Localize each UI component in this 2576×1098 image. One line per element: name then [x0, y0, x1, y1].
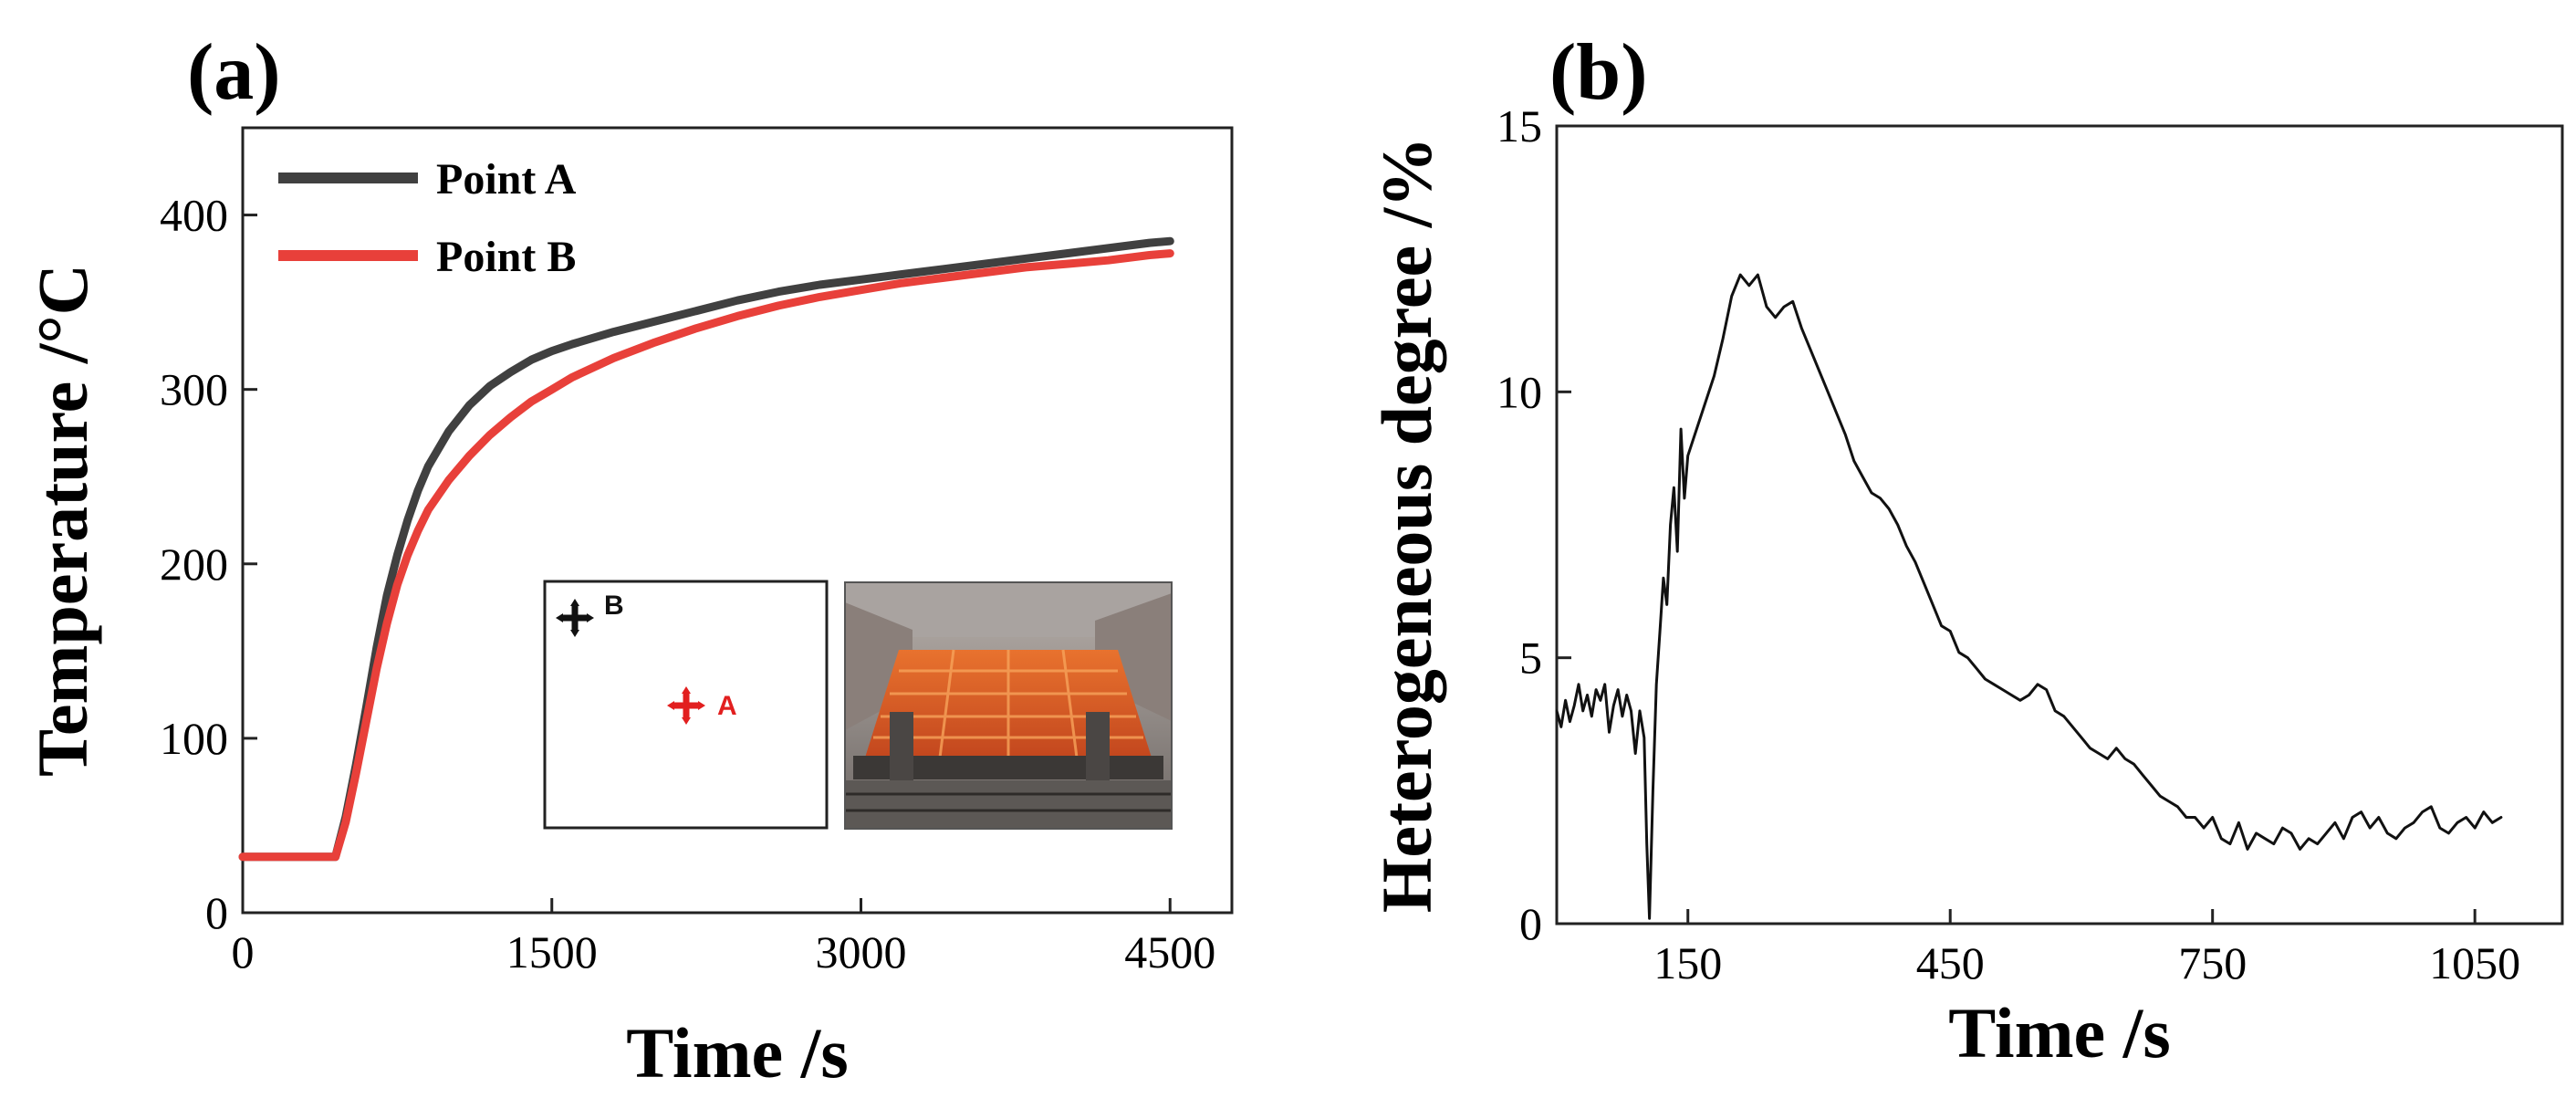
panel-b-y-tick-label: 10: [1497, 366, 1542, 417]
panel-a-y-tick-label: 100: [160, 713, 228, 764]
panel-b-y-tick-label: 0: [1519, 898, 1542, 949]
panel-b-series: [1555, 273, 2503, 920]
panel-b-heterogeneity-chart: (b) 150 450 750 1050 0 5 10 15 Time /s Heteroge…: [1367, 28, 2564, 1072]
panel-b-plot-frame: [1555, 124, 2564, 925]
photo-support-right: [1086, 712, 1110, 785]
panel-a-x-tick-label: 3000: [816, 926, 907, 978]
panel-b-x-axis-title: Time /s: [1948, 993, 2170, 1072]
panel-a-x-axis-title: Time /s: [626, 1013, 848, 1093]
photo-border: [844, 581, 1173, 830]
panel-a-legend: Point A Point B: [278, 155, 577, 281]
legend-label-point-b: Point B: [436, 233, 576, 281]
panel-b-label: (b): [1549, 28, 1648, 117]
panel-b-x-tick-label: 150: [1653, 937, 1722, 988]
panel-a-temperature-chart: (a) 0 1500 3000 4500 0 100 200 300 400 Point A P…: [23, 28, 1234, 1093]
panel-a-y-tick-label: 300: [160, 364, 228, 415]
panel-b-y-axis-title: Heterogeneous degree /%: [1367, 137, 1446, 914]
panel-a-plot-frame: [241, 126, 1234, 915]
panel-a-series-line-point-b: [238, 249, 1174, 862]
panel-b-series-line-0: [1555, 273, 2503, 920]
panel-b-y-tick-label: 15: [1497, 100, 1542, 152]
move-cross-icon: [674, 694, 698, 717]
panel-a-y-axis-title: Temperature /°C: [23, 264, 102, 777]
legend-label-point-a: Point A: [436, 155, 577, 204]
panel-a-y-tick-label: 200: [160, 539, 228, 590]
panel-a-label: (a): [187, 28, 281, 117]
panel-b-x-tick-label: 750: [2178, 937, 2247, 988]
panel-a-x-tick-label: 1500: [506, 926, 598, 978]
panel-b-y-tick-label: 5: [1519, 633, 1542, 684]
panel-a-y-tick-label: 0: [205, 887, 228, 938]
inset-furnace-photo: [844, 581, 1173, 830]
photo-support-left: [890, 712, 913, 785]
inset-marker-b: B: [556, 591, 624, 637]
photo-rail-lines: [845, 792, 1172, 812]
inset-schematic: B A: [543, 580, 829, 830]
panel-a-x-tick-label: 0: [232, 926, 255, 978]
panel-b-axes: 150 450 750 1050 0 5 10 15: [1497, 100, 2520, 988]
move-cross-icon: [563, 606, 587, 630]
panel-b-x-tick-label: 1050: [2429, 937, 2520, 988]
panel-a-axes: 0 1500 3000 4500 0 100 200 300 400: [160, 190, 1215, 978]
panel-a-series: [238, 236, 1174, 862]
inset-marker-b-label: B: [604, 591, 624, 621]
panel-a-y-tick-label: 400: [160, 190, 228, 241]
inset-marker-a: A: [667, 686, 737, 725]
panel-b-x-tick-label: 450: [1916, 937, 1985, 988]
panel-a-x-tick-label: 4500: [1124, 926, 1215, 978]
inset-marker-a-label: A: [717, 691, 737, 721]
photo-rails: [845, 780, 1172, 829]
